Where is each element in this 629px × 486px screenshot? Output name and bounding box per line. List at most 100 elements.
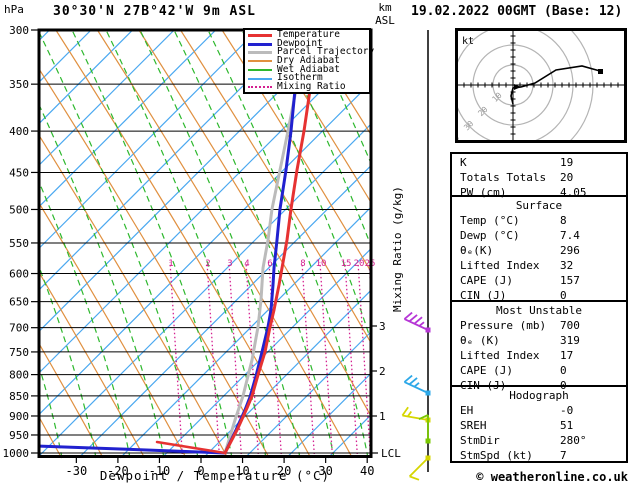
panel-row-value: 280° [560,434,587,447]
svg-text:40: 40 [360,464,374,478]
svg-text:800: 800 [9,369,29,382]
panel-row-label: SREH [460,419,487,432]
svg-text:20: 20 [277,464,291,478]
panel-row: SREH 51 [452,419,626,434]
legend-label: Mixing Ratio [277,81,346,93]
panel-row-label: θₑ (K) [460,334,500,347]
svg-text:0: 0 [197,464,204,478]
legend-item: Dewpoint [248,39,369,49]
wind-barb [403,374,431,396]
panel-row: Pressure (mb) 700 [452,319,626,334]
panel-title: Hodograph [509,389,569,402]
panel-row-label: Lifted Index [460,259,540,272]
wind-barb [408,455,431,481]
panel-row: Totals Totals 20 [452,171,626,186]
indices-tables: K 19 Totals Totals 20 PW (cm) 4.05 Surface Temp… [450,152,628,463]
isotherms [40,30,371,459]
legend-item: Wet Adiabat [248,63,369,75]
panel-row-label: CAPE (J) [460,274,513,287]
mixing-ratio-axis-label: Mixing Ratio (g/kg) [391,186,404,312]
legend-line-sample [248,51,272,55]
data-panel: Most Unstable Pressure (mb) 700 θₑ (K) 319 Li… [450,300,628,392]
legend-line-sample [248,77,272,80]
svg-text:10: 10 [235,464,249,478]
data-panel: Hodograph EH -0 SREH 51 StmDir 280° StmSpd (kt)… [450,385,628,463]
hodograph-end-marker [598,69,603,74]
dewpoint-curve-low [40,444,227,455]
panel-row: θₑ(K) 296 [452,244,626,259]
svg-text:900: 900 [9,410,29,423]
pressure-tick-labels: 300 350 400 450 500 550 600 650 700 750 800 850 900 9… [3,24,38,460]
panel-row-value: 7.4 [560,229,580,242]
panel-row: StmSpd (kt) 7 [452,449,626,464]
wet-adiabats [40,30,371,459]
panel-row-value: 20 [560,171,574,184]
legend-item: Isotherm [248,73,369,83]
panel-row: K 19 [452,156,626,171]
svg-text:400: 400 [9,125,29,138]
panel-row: CIN (J) 0 [452,379,626,394]
datetime-title: 19.02.2022 00GMT (Base: 12) [411,4,623,19]
panel-row-label: Pressure (mb) [460,319,547,332]
panel-row: Temp (°C) 8 [452,214,626,229]
legend-item: Temperature [248,30,369,40]
altitude-unit-asl: ASL [375,14,395,27]
panel-row: StmDir 280° [452,434,626,449]
panel-row-label: PW (cm) [460,186,507,199]
altitude-axis-unit: km ASL [371,1,399,27]
panel-row: Dewp (°C) 7.4 [452,229,626,244]
svg-text:3: 3 [227,259,232,269]
svg-text:3: 3 [379,320,386,333]
mixing-ratio-labels: 1 2 3 4 6 8 10 15 20 25 [168,259,375,269]
panel-row-value: 4.05 [560,186,587,199]
legend-label: Wet Adiabat [277,63,340,75]
svg-text:1: 1 [168,259,173,269]
legend-item: Parcel Trajectory [248,47,374,57]
plot-border [37,28,373,458]
legend-label: Dry Adiabat [277,55,340,67]
panel-title: Surface [515,199,563,212]
legend-line-sample [248,60,272,63]
panel-row-label: Dewp (°C) [460,229,520,242]
panel-row-value: 0 [560,364,567,377]
panel-row-value: 19 [560,156,574,169]
svg-text:20: 20 [354,259,365,269]
svg-text:2: 2 [379,365,386,378]
panel-row-label: CIN (J) [460,289,507,302]
panel-row-value: 17 [560,349,574,362]
svg-text:30: 30 [318,464,332,478]
panel-row: CAPE (J) 157 [452,274,626,289]
svg-text:600: 600 [9,268,29,281]
background-line-families [40,30,371,459]
svg-text:-20: -20 [107,464,129,478]
legend-line-sample [248,33,272,37]
panel-row-value: 32 [560,259,574,272]
svg-text:650: 650 [9,296,29,309]
panel-row-label: Totals Totals [460,171,547,184]
panel-row-label: Temp (°C) [460,214,520,227]
panel-row-label: Lifted Index [460,349,540,362]
svg-text:-30: -30 [66,464,88,478]
svg-text:15: 15 [341,259,352,269]
svg-text:1: 1 [379,410,386,423]
svg-text:450: 450 [9,166,29,179]
svg-text:8: 8 [300,259,305,269]
temperature-curve-low [155,440,227,455]
hodograph-trace [510,65,601,105]
panel-row-label: K [460,156,467,169]
panel-row-value: 8 [560,214,567,227]
svg-text:700: 700 [9,322,29,335]
panel-row-value: 51 [560,419,574,432]
legend-item: Dry Adiabat [248,55,369,67]
panel-row: CAPE (J) 0 [452,364,626,379]
data-panel: K 19 Totals Totals 20 PW (cm) 4.05 [450,152,628,199]
hodograph-arrow-marker [514,84,521,90]
wind-barb [403,311,431,333]
svg-text:500: 500 [9,203,29,216]
svg-text:2: 2 [205,259,210,269]
panel-row: Lifted Index 32 [452,259,626,274]
hodograph-panel: 10 20 30 40 kt [432,4,627,166]
svg-text:750: 750 [9,346,29,359]
panel-row-value: 0 [560,289,567,302]
